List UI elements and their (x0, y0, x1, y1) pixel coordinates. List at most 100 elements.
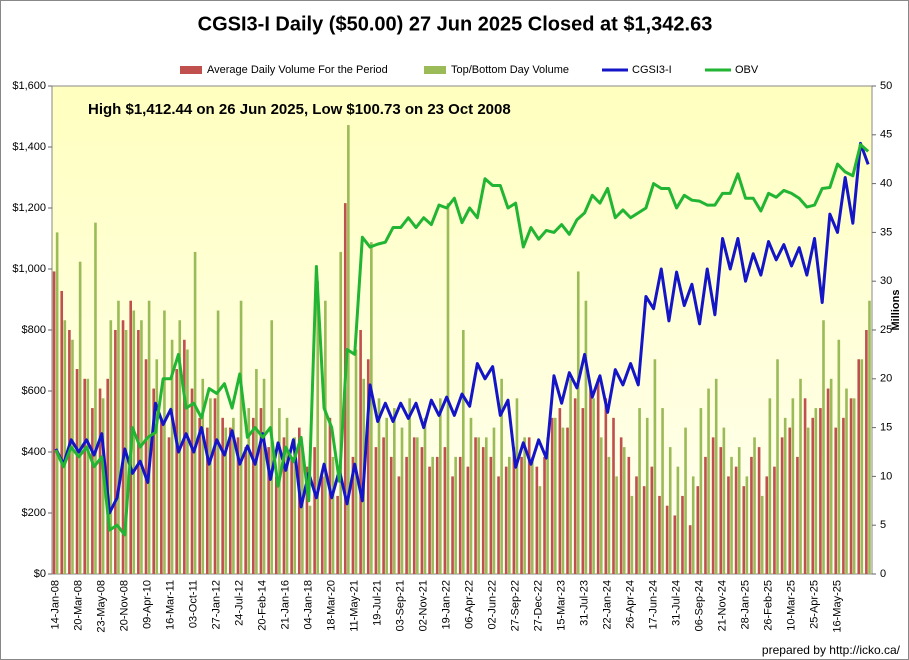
volume-bar (535, 466, 539, 574)
volume-bar (742, 486, 746, 574)
volume-bar (252, 417, 255, 574)
volume-bar (132, 310, 136, 574)
x-tick-label: 02-Nov-21 (418, 580, 430, 631)
volume-bar (301, 447, 304, 574)
volume-bar (665, 505, 669, 574)
volume-bar (400, 427, 404, 574)
x-tick-label: 20-Mar-08 (73, 580, 85, 631)
volume-bar (60, 290, 64, 574)
volume-bar (622, 447, 626, 574)
volume-bar (737, 447, 741, 574)
volume-bar (201, 378, 205, 574)
volume-bar (247, 408, 251, 574)
volume-bar (190, 388, 194, 574)
volume-bar (439, 398, 442, 574)
volume-bar (512, 447, 516, 574)
x-tick-label: 24-Jul-12 (234, 580, 246, 626)
y2-tick-label: 5 (880, 519, 886, 531)
volume-bar (477, 437, 480, 574)
volume-bar (507, 456, 511, 574)
x-tick-label: 22-Jan-24 (602, 580, 614, 630)
volume-bar (584, 300, 588, 574)
volume-bar (236, 437, 240, 574)
volume-bar (799, 378, 802, 574)
volume-bar (193, 251, 197, 575)
volume-bar (359, 330, 362, 574)
x-tick-label: 16-Mar-11 (165, 580, 177, 630)
volume-bar (423, 417, 427, 574)
volume-bar (389, 456, 393, 574)
volume-bar (523, 437, 526, 574)
volume-bar (857, 359, 861, 574)
volume-bar (63, 320, 67, 574)
volume-bar (117, 300, 120, 574)
volume-bar (351, 456, 355, 574)
y-tick-label: $600 (22, 385, 46, 397)
volume-bar (837, 339, 841, 574)
volume-bar (416, 437, 419, 574)
volume-bar (776, 359, 779, 574)
x-tick-label: 26-Feb-25 (762, 580, 774, 631)
volume-bar (538, 486, 542, 574)
y2-tick-label: 0 (880, 568, 886, 580)
volume-bar (324, 300, 327, 574)
volume-bar (469, 417, 473, 574)
volume-bar (481, 447, 485, 574)
volume-bar (699, 408, 703, 574)
volume-bar (604, 398, 608, 574)
volume-bar (370, 242, 373, 574)
volume-bar (719, 447, 723, 574)
x-tick-label: 17-Jun-24 (647, 580, 659, 630)
volume-bar (137, 330, 140, 574)
volume-bar (144, 359, 148, 574)
volume-bar (668, 447, 672, 574)
x-tick-label: 26-Apr-24 (625, 580, 637, 629)
x-tick-label: 14-Jan-08 (50, 580, 62, 630)
volume-bar (711, 437, 715, 574)
volume-bar (811, 417, 815, 574)
volume-bar (504, 466, 508, 574)
x-tick-label: 10-Mar-25 (785, 580, 797, 631)
volume-bar (428, 466, 431, 574)
volume-bar (454, 456, 457, 574)
volume-bar (673, 515, 677, 574)
volume-bar (206, 427, 209, 574)
volume-bar (734, 466, 738, 574)
x-tick-label: 06-Sep-24 (693, 580, 705, 631)
x-tick-label: 19-Jul-21 (372, 580, 384, 626)
volume-bar (497, 476, 500, 574)
volume-bar (259, 408, 263, 574)
volume-bar (688, 525, 692, 574)
volume-bar (753, 437, 756, 574)
volume-bar (834, 427, 838, 574)
volume-bar (55, 232, 59, 574)
x-tick-label: 28-Jan-25 (739, 580, 751, 630)
y-tick-label: $1,200 (12, 202, 46, 214)
volume-bar (842, 417, 845, 574)
volume-bar (707, 388, 710, 574)
y-tick-label: $800 (22, 324, 46, 336)
volume-bar (599, 437, 603, 574)
volume-bar (183, 339, 186, 574)
volume-bar (339, 251, 343, 575)
volume-bar (320, 476, 324, 574)
volume-bar (354, 349, 358, 574)
volume-bar (865, 330, 868, 574)
volume-bar (374, 447, 378, 574)
volume-bar (71, 339, 74, 574)
volume-bar (366, 359, 370, 574)
volume-bar (607, 456, 611, 574)
volume-bar (170, 339, 174, 574)
volume-bar (155, 359, 159, 574)
volume-bar (696, 486, 700, 574)
volume-bar (500, 378, 503, 574)
y2-tick-label: 35 (880, 226, 892, 238)
volume-bar (313, 447, 316, 574)
volume-bar (114, 330, 117, 574)
volume-bar (282, 437, 286, 574)
volume-bar (262, 378, 266, 574)
volume-bar (550, 417, 554, 574)
volume-bar (83, 378, 87, 574)
volume-bar (94, 222, 97, 574)
